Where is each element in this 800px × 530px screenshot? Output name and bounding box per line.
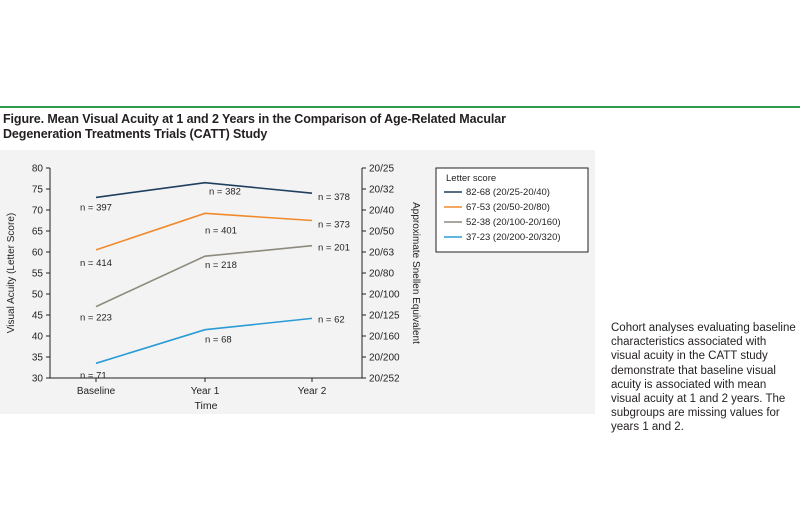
y-tick-label-right: 20/63	[369, 248, 394, 259]
y-tick-label: 45	[32, 311, 44, 322]
figure-caption: Cohort analyses evaluating baseline char…	[611, 322, 796, 434]
series-line	[95, 317, 313, 365]
y-tick-label-right: 20/50	[369, 227, 394, 238]
n-label: n = 223	[80, 313, 112, 324]
x-tick-label: Year 1	[191, 386, 220, 397]
n-label: n = 382	[209, 187, 241, 198]
n-label: n = 62	[318, 314, 345, 325]
y-tick-label-right: 20/252	[369, 374, 400, 385]
y-tick-label-right: 20/100	[369, 290, 400, 301]
y-tick-label-right: 20/25	[369, 164, 394, 175]
y-tick-label: 75	[32, 185, 44, 196]
n-label: n = 397	[80, 202, 112, 213]
y-tick-label: 70	[32, 206, 44, 217]
y-tick-label-right: 20/32	[369, 185, 394, 196]
y-tick-label: 50	[32, 290, 44, 301]
n-label: n = 71	[80, 370, 107, 381]
series-line	[95, 181, 313, 199]
y-tick-label: 35	[32, 353, 44, 364]
y-tick-label: 60	[32, 248, 44, 259]
x-tick-label: Baseline	[77, 386, 116, 397]
legend-label: 37-23 (20/200-20/320)	[466, 232, 561, 243]
y-tick-label-right: 20/200	[369, 353, 400, 364]
header-rule	[0, 106, 800, 108]
y-tick-label: 30	[32, 374, 44, 385]
n-label: n = 401	[205, 225, 237, 236]
series-line	[95, 244, 313, 308]
legend-label: 82-68 (20/25-20/40)	[466, 187, 550, 198]
y-tick-label: 65	[32, 227, 44, 238]
y-tick-label: 55	[32, 269, 44, 280]
legend-label: 67-53 (20/50-20/80)	[466, 202, 550, 213]
y-tick-label-right: 20/40	[369, 206, 394, 217]
legend-title: Letter score	[446, 173, 496, 184]
figure-title: Figure. Mean Visual Acuity at 1 and 2 Ye…	[3, 112, 506, 141]
n-label: n = 373	[318, 220, 350, 231]
n-label: n = 414	[80, 258, 112, 269]
y-tick-label: 40	[32, 332, 44, 343]
x-tick-label: Year 2	[298, 386, 327, 397]
legend-box	[435, 167, 589, 253]
series-line	[95, 212, 313, 251]
n-label: n = 201	[318, 243, 350, 254]
y-axis-title-right: Approximate Snellen Equivalent	[410, 202, 421, 344]
y-tick-label-right: 20/160	[369, 332, 400, 343]
n-label: n = 378	[318, 192, 350, 203]
chart-panel: 30 35 40 45 50 55 60 65 70 75 80 20/25 20/32 20/40 20/…	[0, 150, 595, 414]
y-tick-label-right: 20/125	[369, 311, 400, 322]
n-label: n = 218	[205, 260, 237, 271]
n-label: n = 68	[205, 335, 232, 346]
y-axis-title: Visual Acuity (Letter Score)	[6, 213, 17, 333]
y-tick-label: 80	[32, 164, 44, 175]
legend-label: 52-38 (20/100-20/160)	[466, 217, 561, 228]
y-tick-label-right: 20/80	[369, 269, 394, 280]
x-axis-title: Time	[195, 400, 218, 412]
line-chart: 30 35 40 45 50 55 60 65 70 75 80 20/25 20/32 20/40 20/…	[6, 164, 589, 412]
